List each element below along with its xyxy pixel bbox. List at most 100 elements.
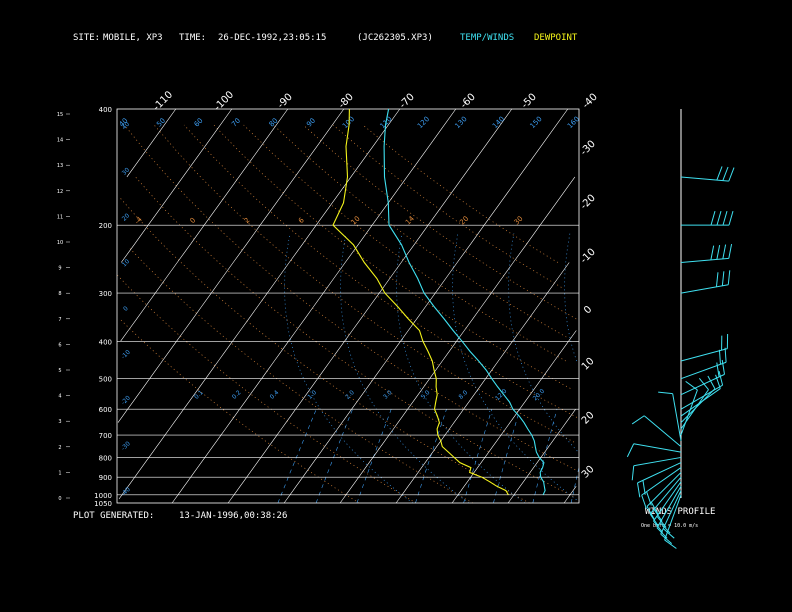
wind-barb-flag bbox=[710, 245, 715, 261]
wind-barb-shaft bbox=[633, 456, 682, 467]
right-temp-label: -30 bbox=[579, 139, 598, 158]
wind-barb-shaft bbox=[680, 284, 729, 294]
mixing-ratio-label: 1.0 bbox=[306, 389, 318, 401]
mixing-ratio-label: 0.4 bbox=[269, 389, 281, 401]
wind-barb-flag bbox=[728, 167, 735, 182]
left-moist-label: 0 bbox=[122, 305, 130, 313]
upper-moist-label: 80 bbox=[268, 117, 280, 129]
mixing-line-0.4 bbox=[356, 409, 392, 504]
mixing-ratio-label: 3.0 bbox=[382, 389, 394, 401]
wind-barb-flag bbox=[685, 381, 698, 391]
wind-barb-shaft bbox=[680, 373, 725, 396]
mixing-ratio-label: 0.1 bbox=[193, 389, 205, 401]
wind-barb-flag bbox=[707, 375, 716, 389]
height-label: 0 bbox=[58, 496, 61, 502]
top-temp-label: -70 bbox=[398, 92, 417, 111]
wind-barb-flag bbox=[716, 245, 721, 260]
top-temp-label: -90 bbox=[276, 92, 295, 111]
dry-adiabat-30 bbox=[153, 124, 575, 443]
right-temp-label: 0 bbox=[582, 304, 594, 316]
wind-barb-flag bbox=[710, 211, 716, 226]
wind-barb-flag bbox=[716, 166, 723, 181]
wind-barb-flag bbox=[722, 244, 727, 259]
theta-label: 30 bbox=[513, 215, 525, 227]
theta-label: 2 bbox=[243, 216, 252, 225]
plot-generated-label: PLOT GENERATED: bbox=[73, 511, 155, 521]
dry-adiabat-50 bbox=[213, 124, 571, 389]
wind-barb-flag bbox=[646, 491, 652, 506]
top-temp-label: -50 bbox=[520, 92, 539, 111]
wind-barb-flag bbox=[716, 211, 722, 226]
legend-dewpoint: DEWPOINT bbox=[534, 33, 578, 43]
theta-label: 10 bbox=[350, 215, 362, 227]
height-label: 2 bbox=[58, 445, 61, 451]
wind-barb-shaft bbox=[680, 348, 728, 362]
wind-barb-flag bbox=[653, 509, 663, 522]
wind-barb-flag bbox=[718, 349, 721, 365]
mixing-line-3 bbox=[493, 409, 521, 504]
mixing-line-8 bbox=[570, 467, 580, 504]
height-label: 3 bbox=[58, 419, 61, 425]
dry-adiabat--30 bbox=[119, 318, 360, 504]
wind-barbs bbox=[626, 166, 735, 549]
height-label: 5 bbox=[58, 368, 61, 374]
pressure-label: 400 bbox=[99, 106, 112, 114]
theta-label: 6 bbox=[297, 216, 306, 225]
right-temp-label: -20 bbox=[579, 193, 598, 212]
moist-adiabat--20 bbox=[284, 233, 414, 504]
left-moist-label: -20 bbox=[120, 394, 132, 406]
upper-moist-label: 40 bbox=[118, 117, 130, 129]
wind-barb-shaft bbox=[680, 176, 729, 182]
wind-barb-flag bbox=[715, 272, 719, 287]
isotherm--70 bbox=[118, 108, 401, 500]
height-label: 9 bbox=[58, 266, 61, 272]
height-label: 4 bbox=[58, 394, 61, 400]
wind-barb-flag bbox=[727, 270, 731, 285]
height-label: 11 bbox=[57, 214, 63, 220]
moist-adiabat-10 bbox=[452, 233, 577, 501]
theta-label: -4 bbox=[133, 215, 144, 226]
right-temp-label: 20 bbox=[580, 410, 597, 427]
wind-barb-flag bbox=[721, 271, 725, 286]
pressure-label: 600 bbox=[99, 406, 112, 414]
wind-barb-flag bbox=[650, 501, 659, 516]
wind-barb-flag bbox=[664, 539, 677, 549]
wind-barb-flag bbox=[641, 494, 647, 510]
pressure-label: 500 bbox=[99, 376, 112, 384]
height-label: 13 bbox=[57, 163, 63, 169]
right-temp-label: 10 bbox=[580, 356, 597, 373]
top-temp-label: -40 bbox=[581, 92, 600, 111]
wind-barb-shaft bbox=[643, 415, 682, 448]
dry-adiabat-100 bbox=[362, 124, 559, 263]
isotherm--80 bbox=[117, 108, 345, 423]
dry-adiabat-90 bbox=[332, 124, 562, 288]
dry-adiabat--20 bbox=[117, 275, 417, 504]
site-value: MOBILE, XP3 bbox=[103, 33, 163, 43]
isotherm--20 bbox=[395, 262, 570, 504]
dry-adiabat-70 bbox=[273, 124, 567, 338]
isotherm--50 bbox=[227, 108, 513, 504]
winds-profile-title: WINDS PROFILE bbox=[645, 507, 716, 517]
right-temp-label: 30 bbox=[580, 464, 597, 481]
wind-barb-flag bbox=[660, 533, 673, 545]
upper-moist-label: 150 bbox=[529, 115, 544, 130]
left-moist-label: -40 bbox=[120, 486, 132, 498]
wind-barb-shaft bbox=[637, 462, 682, 484]
moist-adiabat--10 bbox=[340, 233, 470, 504]
theta-label: 14 bbox=[404, 214, 416, 226]
pressure-label: 900 bbox=[99, 474, 112, 482]
wind-barb-flag bbox=[649, 513, 659, 527]
dry-adiabat-20 bbox=[124, 124, 579, 472]
wind-barb-flag bbox=[656, 527, 668, 539]
left-moist-label: 20 bbox=[121, 212, 131, 222]
mixing-ratio-label: 5.0 bbox=[420, 389, 432, 401]
mixing-line-0.1 bbox=[277, 409, 317, 504]
wind-barb-flag bbox=[631, 415, 645, 425]
left-moist-label: 10 bbox=[121, 258, 131, 268]
wind-barb-flag bbox=[642, 480, 646, 495]
time-label: TIME: bbox=[179, 33, 207, 43]
isobar-lines bbox=[117, 224, 579, 496]
wind-barb-shaft bbox=[641, 467, 682, 496]
left-moist-label: 30 bbox=[121, 166, 131, 176]
wind-barb-shaft bbox=[680, 389, 698, 436]
